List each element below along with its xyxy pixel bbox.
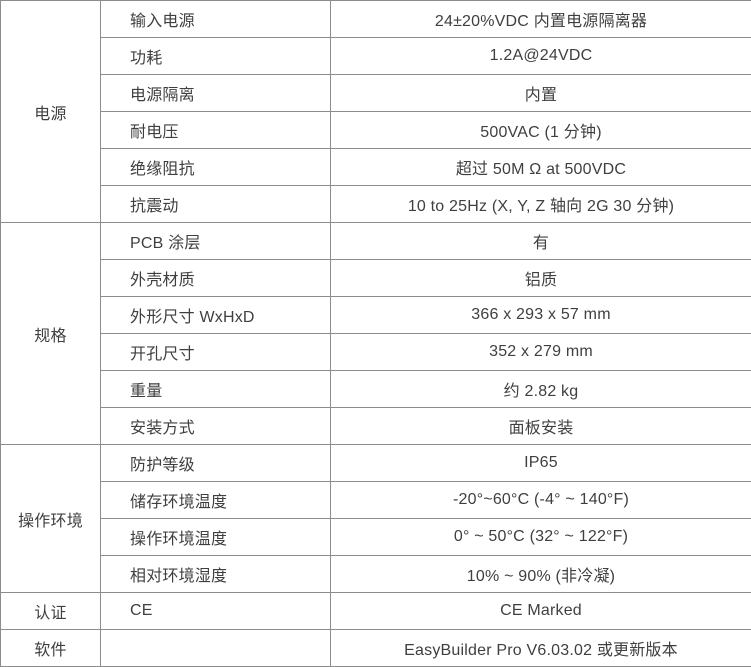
property-label-cell: 绝缘阻抗 [101,149,331,186]
property-label-cell: 重量 [101,371,331,408]
property-label-cell: 耐电压 [101,112,331,149]
property-value-cell: 366 x 293 x 57 mm [331,297,751,334]
property-value-cell: 有 [331,223,751,260]
category-cell: 认证 [1,593,101,630]
property-value-cell: 面板安装 [331,408,751,445]
property-value-cell: EasyBuilder Pro V6.03.02 或更新版本 [331,630,751,667]
table-row: 绝缘阻抗超过 50M Ω at 500VDC [1,149,751,186]
property-label-cell: 电源隔离 [101,75,331,112]
property-label-cell: 功耗 [101,38,331,75]
property-value-cell: CE Marked [331,593,751,630]
property-label-cell: 开孔尺寸 [101,334,331,371]
category-cell: 操作环境 [1,445,101,593]
table-row: 重量约 2.82 kg [1,371,751,408]
category-cell: 规格 [1,223,101,445]
property-value-cell: 1.2A@24VDC [331,38,751,75]
category-cell: 软件 [1,630,101,667]
property-value-cell: -20°~60°C (-4° ~ 140°F) [331,482,751,519]
property-label-cell: 抗震动 [101,186,331,223]
table-row: 安装方式面板安装 [1,408,751,445]
category-cell: 电源 [1,1,101,223]
table-row: 外壳材质铝质 [1,260,751,297]
property-label-cell: 外壳材质 [101,260,331,297]
table-row: 储存环境温度-20°~60°C (-4° ~ 140°F) [1,482,751,519]
property-value-cell: 约 2.82 kg [331,371,751,408]
property-value-cell: 内置 [331,75,751,112]
property-value-cell: 10 to 25Hz (X, Y, Z 轴向 2G 30 分钟) [331,186,751,223]
table-row: 软件 EasyBuilder Pro V6.03.02 或更新版本 [1,630,751,667]
property-label-cell: 操作环境温度 [101,519,331,556]
table-row: 电源隔离内置 [1,75,751,112]
property-value-cell: 铝质 [331,260,751,297]
property-value-cell: 10% ~ 90% (非冷凝) [331,556,751,593]
property-value-cell: 24±20%VDC 内置电源隔离器 [331,1,751,38]
property-value-cell: 0° ~ 50°C (32° ~ 122°F) [331,519,751,556]
property-label-cell: 防护等级 [101,445,331,482]
property-value-cell: 352 x 279 mm [331,334,751,371]
property-label-cell: 相对环境湿度 [101,556,331,593]
property-value-cell: 500VAC (1 分钟) [331,112,751,149]
property-label-cell: PCB 涂层 [101,223,331,260]
property-value-cell: IP65 [331,445,751,482]
property-label-cell: 储存环境温度 [101,482,331,519]
property-value-cell: 超过 50M Ω at 500VDC [331,149,751,186]
property-label-cell: 输入电源 [101,1,331,38]
property-label-cell: 外形尺寸 WxHxD [101,297,331,334]
property-label-cell: 安装方式 [101,408,331,445]
property-label-cell: CE [101,593,331,630]
property-label-cell [101,630,331,667]
